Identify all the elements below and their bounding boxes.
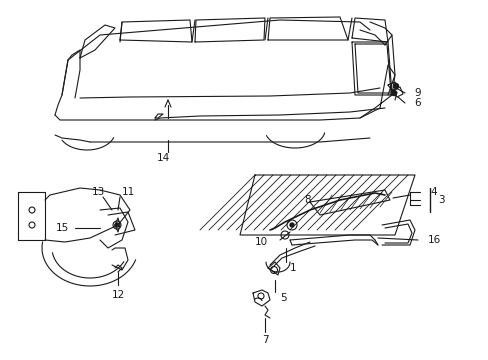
Text: 14: 14 [156, 153, 169, 163]
Text: 12: 12 [111, 290, 124, 300]
Circle shape [391, 90, 396, 95]
Text: 9: 9 [413, 88, 420, 98]
Text: 4: 4 [429, 187, 436, 197]
Text: 13: 13 [91, 187, 104, 197]
Text: 7: 7 [261, 335, 268, 345]
Text: 16: 16 [427, 235, 440, 245]
Text: 3: 3 [437, 195, 444, 205]
Text: 11: 11 [121, 187, 134, 197]
Text: 5: 5 [280, 293, 286, 303]
Circle shape [115, 223, 119, 227]
Text: 8: 8 [304, 195, 311, 205]
Text: 1: 1 [289, 263, 296, 273]
Text: 10: 10 [254, 237, 267, 247]
Text: 6: 6 [413, 98, 420, 108]
Circle shape [393, 84, 398, 89]
Text: 15: 15 [55, 223, 68, 233]
Circle shape [289, 223, 293, 227]
